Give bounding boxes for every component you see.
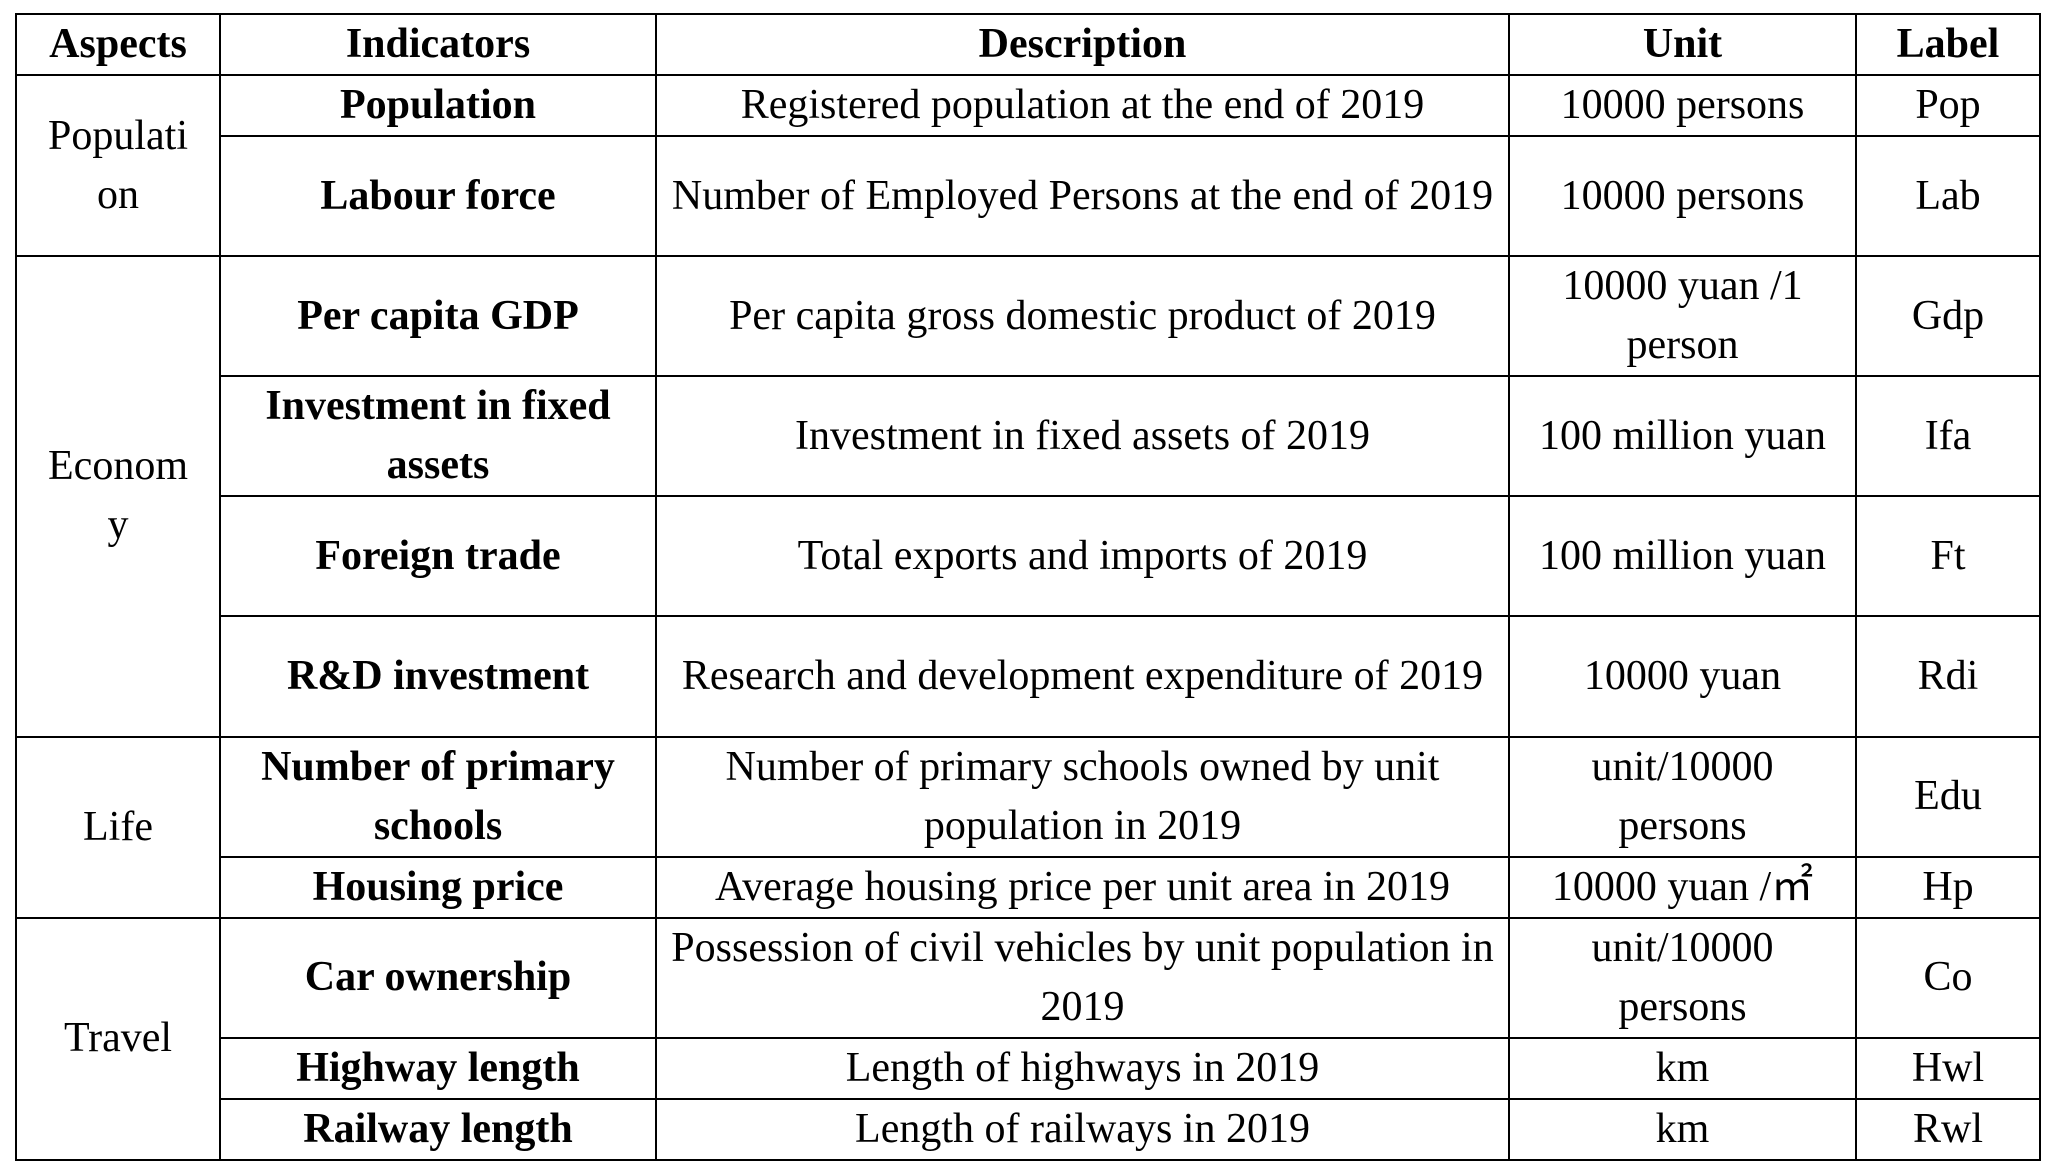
header-description: Description xyxy=(655,13,1510,76)
label-cell: Ft xyxy=(1855,495,2041,618)
table-row: Populati on Population Registered popula… xyxy=(15,73,2041,258)
label-cell: Rwl xyxy=(1855,1097,2041,1162)
table-row: Life Number of primary schools Number of… xyxy=(15,735,2041,919)
label-cell: Hwl xyxy=(1855,1036,2041,1100)
header-unit: Unit xyxy=(1508,13,1857,76)
description-cell: Number of Employed Persons at the end of… xyxy=(655,135,1510,258)
description-cell: Number of primary schools owned by unit … xyxy=(655,735,1510,858)
table-row: Foreign trade Total exports and imports … xyxy=(16,495,2041,618)
header-aspects: Aspects xyxy=(15,13,221,76)
table-row: Travel Car ownership Possession of civil… xyxy=(15,916,2041,1162)
aspect-travel: Travel xyxy=(15,916,221,1162)
indicator-cell: Per capita GDP xyxy=(219,255,657,378)
indicator-cell: Railway length xyxy=(219,1097,657,1162)
indicator-cell: R&D investment xyxy=(219,615,657,738)
label-cell: Co xyxy=(1855,916,2041,1039)
unit-cell: 10000 persons xyxy=(1508,73,1857,138)
unit-cell: unit/10000 persons xyxy=(1508,735,1857,858)
unit-cell: 10000 yuan /1 person xyxy=(1508,255,1857,378)
description-cell: Research and development expenditure of … xyxy=(655,615,1510,738)
table-row: Investment in fixed assets Investment in… xyxy=(16,375,2041,498)
description-cell: Registered population at the end of 2019 xyxy=(655,73,1510,138)
label-cell: Gdp xyxy=(1855,255,2041,378)
label-cell: Hp xyxy=(1855,855,2041,919)
description-cell: Total exports and imports of 2019 xyxy=(655,495,1510,618)
indicator-cell: Investment in fixed assets xyxy=(219,375,657,498)
aspect-economy: Econom y xyxy=(15,255,221,738)
description-cell: Possession of civil vehicles by unit pop… xyxy=(655,916,1510,1039)
header-label: Label xyxy=(1855,13,2041,76)
aspect-population: Populati on xyxy=(15,73,221,258)
table-row: Econom y Per capita GDP Per capita gross… xyxy=(15,255,2041,738)
label-cell: Ifa xyxy=(1855,375,2041,498)
table-row: R&D investment Research and development … xyxy=(16,615,2041,738)
indicator-cell: Foreign trade xyxy=(219,495,657,618)
unit-cell: 10000 yuan xyxy=(1508,615,1857,738)
description-cell: Investment in fixed assets of 2019 xyxy=(655,375,1510,498)
label-cell: Pop xyxy=(1855,73,2041,138)
description-cell: Per capita gross domestic product of 201… xyxy=(655,255,1510,378)
description-cell: Length of railways in 2019 xyxy=(655,1097,1510,1162)
indicator-table: Aspects Indicators Description Unit Labe… xyxy=(15,13,2041,1162)
unit-cell: 100 million yuan xyxy=(1508,375,1857,498)
indicator-cell: Highway length xyxy=(219,1036,657,1100)
indicator-cell: Housing price xyxy=(219,855,657,919)
table-row: Labour force Number of Employed Persons … xyxy=(16,135,2041,258)
table-row: Railway length Length of railways in 201… xyxy=(16,1097,2041,1162)
label-cell: Rdi xyxy=(1855,615,2041,738)
unit-cell: 100 million yuan xyxy=(1508,495,1857,618)
unit-cell: 10000 persons xyxy=(1508,135,1857,258)
table-row: Housing price Average housing price per … xyxy=(16,855,2041,919)
header-indicators: Indicators xyxy=(219,13,657,76)
header-row: Aspects Indicators Description Unit Labe… xyxy=(15,13,2041,76)
indicator-cell: Car ownership xyxy=(219,916,657,1039)
aspect-life: Life xyxy=(15,735,221,919)
unit-cell: km xyxy=(1508,1036,1857,1100)
unit-cell: unit/10000 persons xyxy=(1508,916,1857,1039)
description-cell: Length of highways in 2019 xyxy=(655,1036,1510,1100)
label-cell: Lab xyxy=(1855,135,2041,258)
indicator-cell: Number of primary schools xyxy=(219,735,657,858)
unit-cell: 10000 yuan /㎡ xyxy=(1508,855,1857,919)
label-cell: Edu xyxy=(1855,735,2041,858)
unit-cell: km xyxy=(1508,1097,1857,1162)
description-cell: Average housing price per unit area in 2… xyxy=(655,855,1510,919)
indicator-cell: Labour force xyxy=(219,135,657,258)
table-row: Highway length Length of highways in 201… xyxy=(16,1036,2041,1100)
indicator-cell: Population xyxy=(219,73,657,138)
